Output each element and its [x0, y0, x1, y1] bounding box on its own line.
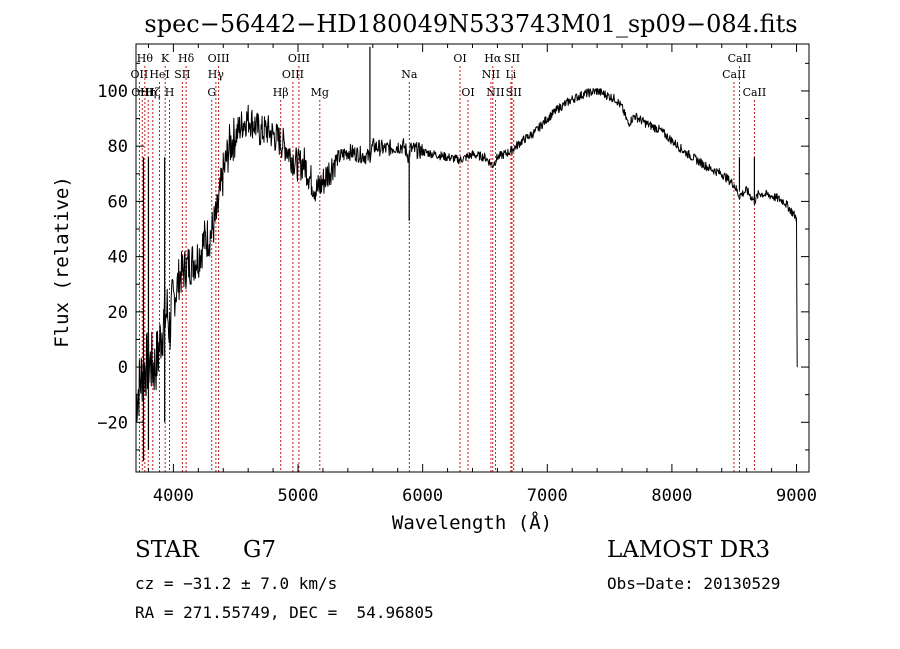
x-tick-label-4000: 4000 — [153, 486, 194, 506]
chart-title: spec−56442−HD180049N533743M01_sp09−084.f… — [144, 10, 797, 38]
line-label-28: CaII — [743, 86, 767, 99]
x-axis-ticks: 4000 5000 6000 7000 8000 9000 — [147, 44, 817, 506]
spectrum-line — [135, 88, 798, 422]
y-tick-label-40: 40 — [108, 248, 128, 268]
line-label-8: SII — [174, 68, 190, 81]
line-label-26: CaII — [722, 68, 746, 81]
x-tick-label-9000: 9000 — [776, 486, 817, 506]
line-label-12: OIII — [208, 52, 230, 65]
line-label-13: Hβ — [273, 86, 289, 99]
line-label-17: Na — [401, 68, 418, 81]
line-label-14: OIII — [282, 68, 304, 81]
line-label-7: H — [165, 86, 175, 99]
line-label-2: Hθ — [137, 52, 154, 65]
line-label-0: OII — [131, 68, 149, 81]
y-axis-label: Flux (relative) — [51, 176, 73, 348]
line-label-22: NII — [486, 86, 504, 99]
y-tick-label-0: 0 — [118, 358, 128, 378]
y-tick-label-20: 20 — [108, 303, 128, 323]
line-label-1: OIII — [131, 86, 153, 99]
line-label-21: Hα — [484, 52, 502, 65]
line-label-25: SII — [506, 86, 522, 99]
line-label-11: Hγ — [208, 68, 225, 81]
line-label-19: OI — [461, 86, 474, 99]
object-class: STAR — [135, 537, 199, 563]
x-tick-label-7000: 7000 — [527, 486, 568, 506]
y-tick-label-100: 100 — [97, 82, 128, 102]
coordinates: RA = 271.55749, DEC = 54.96805 — [135, 603, 434, 622]
redshift-value: cz = −31.2 ± 7.0 km/s — [135, 574, 338, 593]
line-label-4: Hζ — [145, 86, 161, 99]
x-axis-label: Wavelength (Å) — [392, 511, 552, 534]
y-axis-ticks: −20 0 20 40 60 80 100 — [97, 62, 809, 451]
line-label-6: K — [161, 52, 170, 65]
x-tick-label-8000: 8000 — [651, 486, 692, 506]
y-tick-label-60: 60 — [108, 192, 128, 212]
x-tick-label-5000: 5000 — [278, 486, 319, 506]
line-label-10: G — [207, 86, 216, 99]
object-subclass: G7 — [243, 537, 277, 563]
line-label-9: Hδ — [178, 52, 195, 65]
line-label-20: NII — [482, 68, 500, 81]
line-label-3: Hη — [140, 86, 156, 99]
line-label-15: OIII — [288, 52, 310, 65]
y-tick-label-80: 80 — [108, 137, 128, 157]
line-label-23: Li — [505, 68, 516, 81]
observation-date: Obs−Date: 20130529 — [607, 574, 781, 593]
x-tick-label-6000: 6000 — [402, 486, 443, 506]
spectrum-series — [135, 46, 798, 461]
line-label-24: SII — [504, 52, 520, 65]
y-tick-label--20: −20 — [97, 413, 128, 433]
plot-frame — [135, 43, 810, 473]
line-label-27: CaII — [728, 52, 752, 65]
line-label-18: OI — [453, 52, 466, 65]
survey-name: LAMOST DR3 — [607, 537, 771, 563]
line-label-5: HeI — [149, 68, 169, 81]
line-label-16: Mg — [311, 86, 329, 99]
